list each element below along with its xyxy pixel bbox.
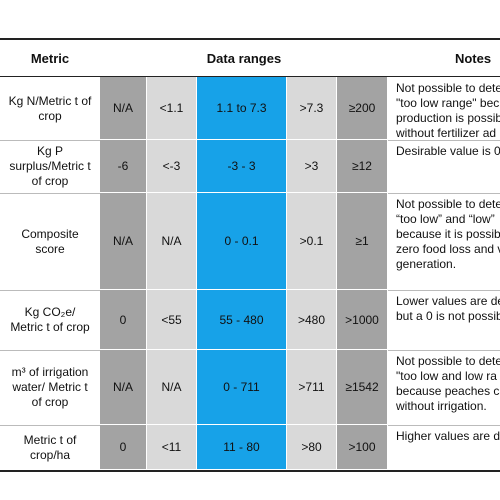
range-cell: ≥1542 (337, 350, 388, 425)
notes-cell: Desirable value is 0. (388, 140, 500, 193)
range-cell: >711 (287, 350, 337, 425)
note-line: Lower values are de (396, 294, 500, 308)
range-cell: N/A (147, 350, 197, 425)
range-cell: 0 - 711 (197, 350, 287, 425)
note-line: because it is possibl (396, 227, 500, 241)
range-cell: >0.1 (287, 193, 337, 290)
top-rule (0, 38, 500, 40)
range-cell: >7.3 (287, 77, 337, 140)
note-line: Not possible to dete (396, 81, 500, 95)
range-cell: ≥1 (337, 193, 388, 290)
range-cell: N/A (147, 193, 197, 290)
range-cell: -6 (100, 140, 147, 193)
ranges-header: Data ranges (206, 50, 282, 66)
range-cell: >80 (287, 425, 337, 470)
range-cell: 11 - 80 (197, 425, 287, 470)
metric-cell: Kg CO₂e/ Metric t of crop (10, 305, 90, 334)
note-line: without fertilizer ad (396, 126, 497, 140)
range-cell: N/A (100, 77, 147, 140)
note-line: but a 0 is not possib (396, 309, 500, 323)
range-cell: N/A (100, 193, 147, 290)
note-line: zero food loss and v (396, 242, 500, 256)
note-line: "too low range" bec (396, 96, 500, 110)
note-line: Desirable value is 0. (396, 144, 500, 158)
header-rule (0, 76, 500, 77)
notes-cell: Higher values are de (388, 425, 500, 470)
note-line: “too low” and “low” (396, 212, 495, 226)
range-cell: <11 (147, 425, 197, 470)
metric-cell: Kg N/Metric t of crop (8, 93, 92, 123)
note-line: "too low and low ra (396, 369, 497, 383)
notes-cell: Not possible to dete "too low range" bec p… (388, 77, 500, 140)
metric-cell: Metric t of crop/ha (23, 432, 77, 462)
notes-cell: Lower values are de but a 0 is not possib (388, 290, 500, 350)
note-line: without irrigation. (396, 399, 487, 413)
notes-header: Notes (454, 50, 492, 66)
range-cell: ≥12 (337, 140, 388, 193)
note-line: because peaches ca (396, 384, 500, 398)
notes-cell: Not possible to dete “too low” and “low” b… (388, 193, 500, 290)
range-cell: ≥200 (337, 77, 388, 140)
range-cell: >1000 (337, 290, 388, 350)
range-cell: >100 (337, 425, 388, 470)
metric-cell: Kg P surplus/Metric t of crop (9, 144, 91, 188)
range-cell: 0 - 0.1 (197, 193, 287, 290)
range-cell: >480 (287, 290, 337, 350)
range-cell: N/A (100, 350, 147, 425)
note-line: generation. (396, 257, 457, 271)
note-line: production is possib (396, 111, 500, 125)
notes-cell: Not possible to dete "too low and low ra b… (388, 350, 500, 425)
range-cell: 1.1 to 7.3 (197, 77, 287, 140)
range-cell: 0 (100, 425, 147, 470)
range-cell: <55 (147, 290, 197, 350)
metric-cell: Composite score (21, 226, 79, 256)
row-rule (0, 470, 500, 472)
range-cell: -3 - 3 (197, 140, 287, 193)
range-cell: <1.1 (147, 77, 197, 140)
range-cell: 0 (100, 290, 147, 350)
note-line: Not possible to dete (396, 197, 500, 211)
range-cell: 55 - 480 (197, 290, 287, 350)
note-line: Not possible to dete (396, 354, 500, 368)
metric-header: Metric (30, 50, 70, 66)
range-cell: >3 (287, 140, 337, 193)
metric-cell: m³ of irrigation water/ Metric t of crop (11, 365, 89, 409)
range-cell: <-3 (147, 140, 197, 193)
note-line: Higher values are de (396, 429, 500, 443)
